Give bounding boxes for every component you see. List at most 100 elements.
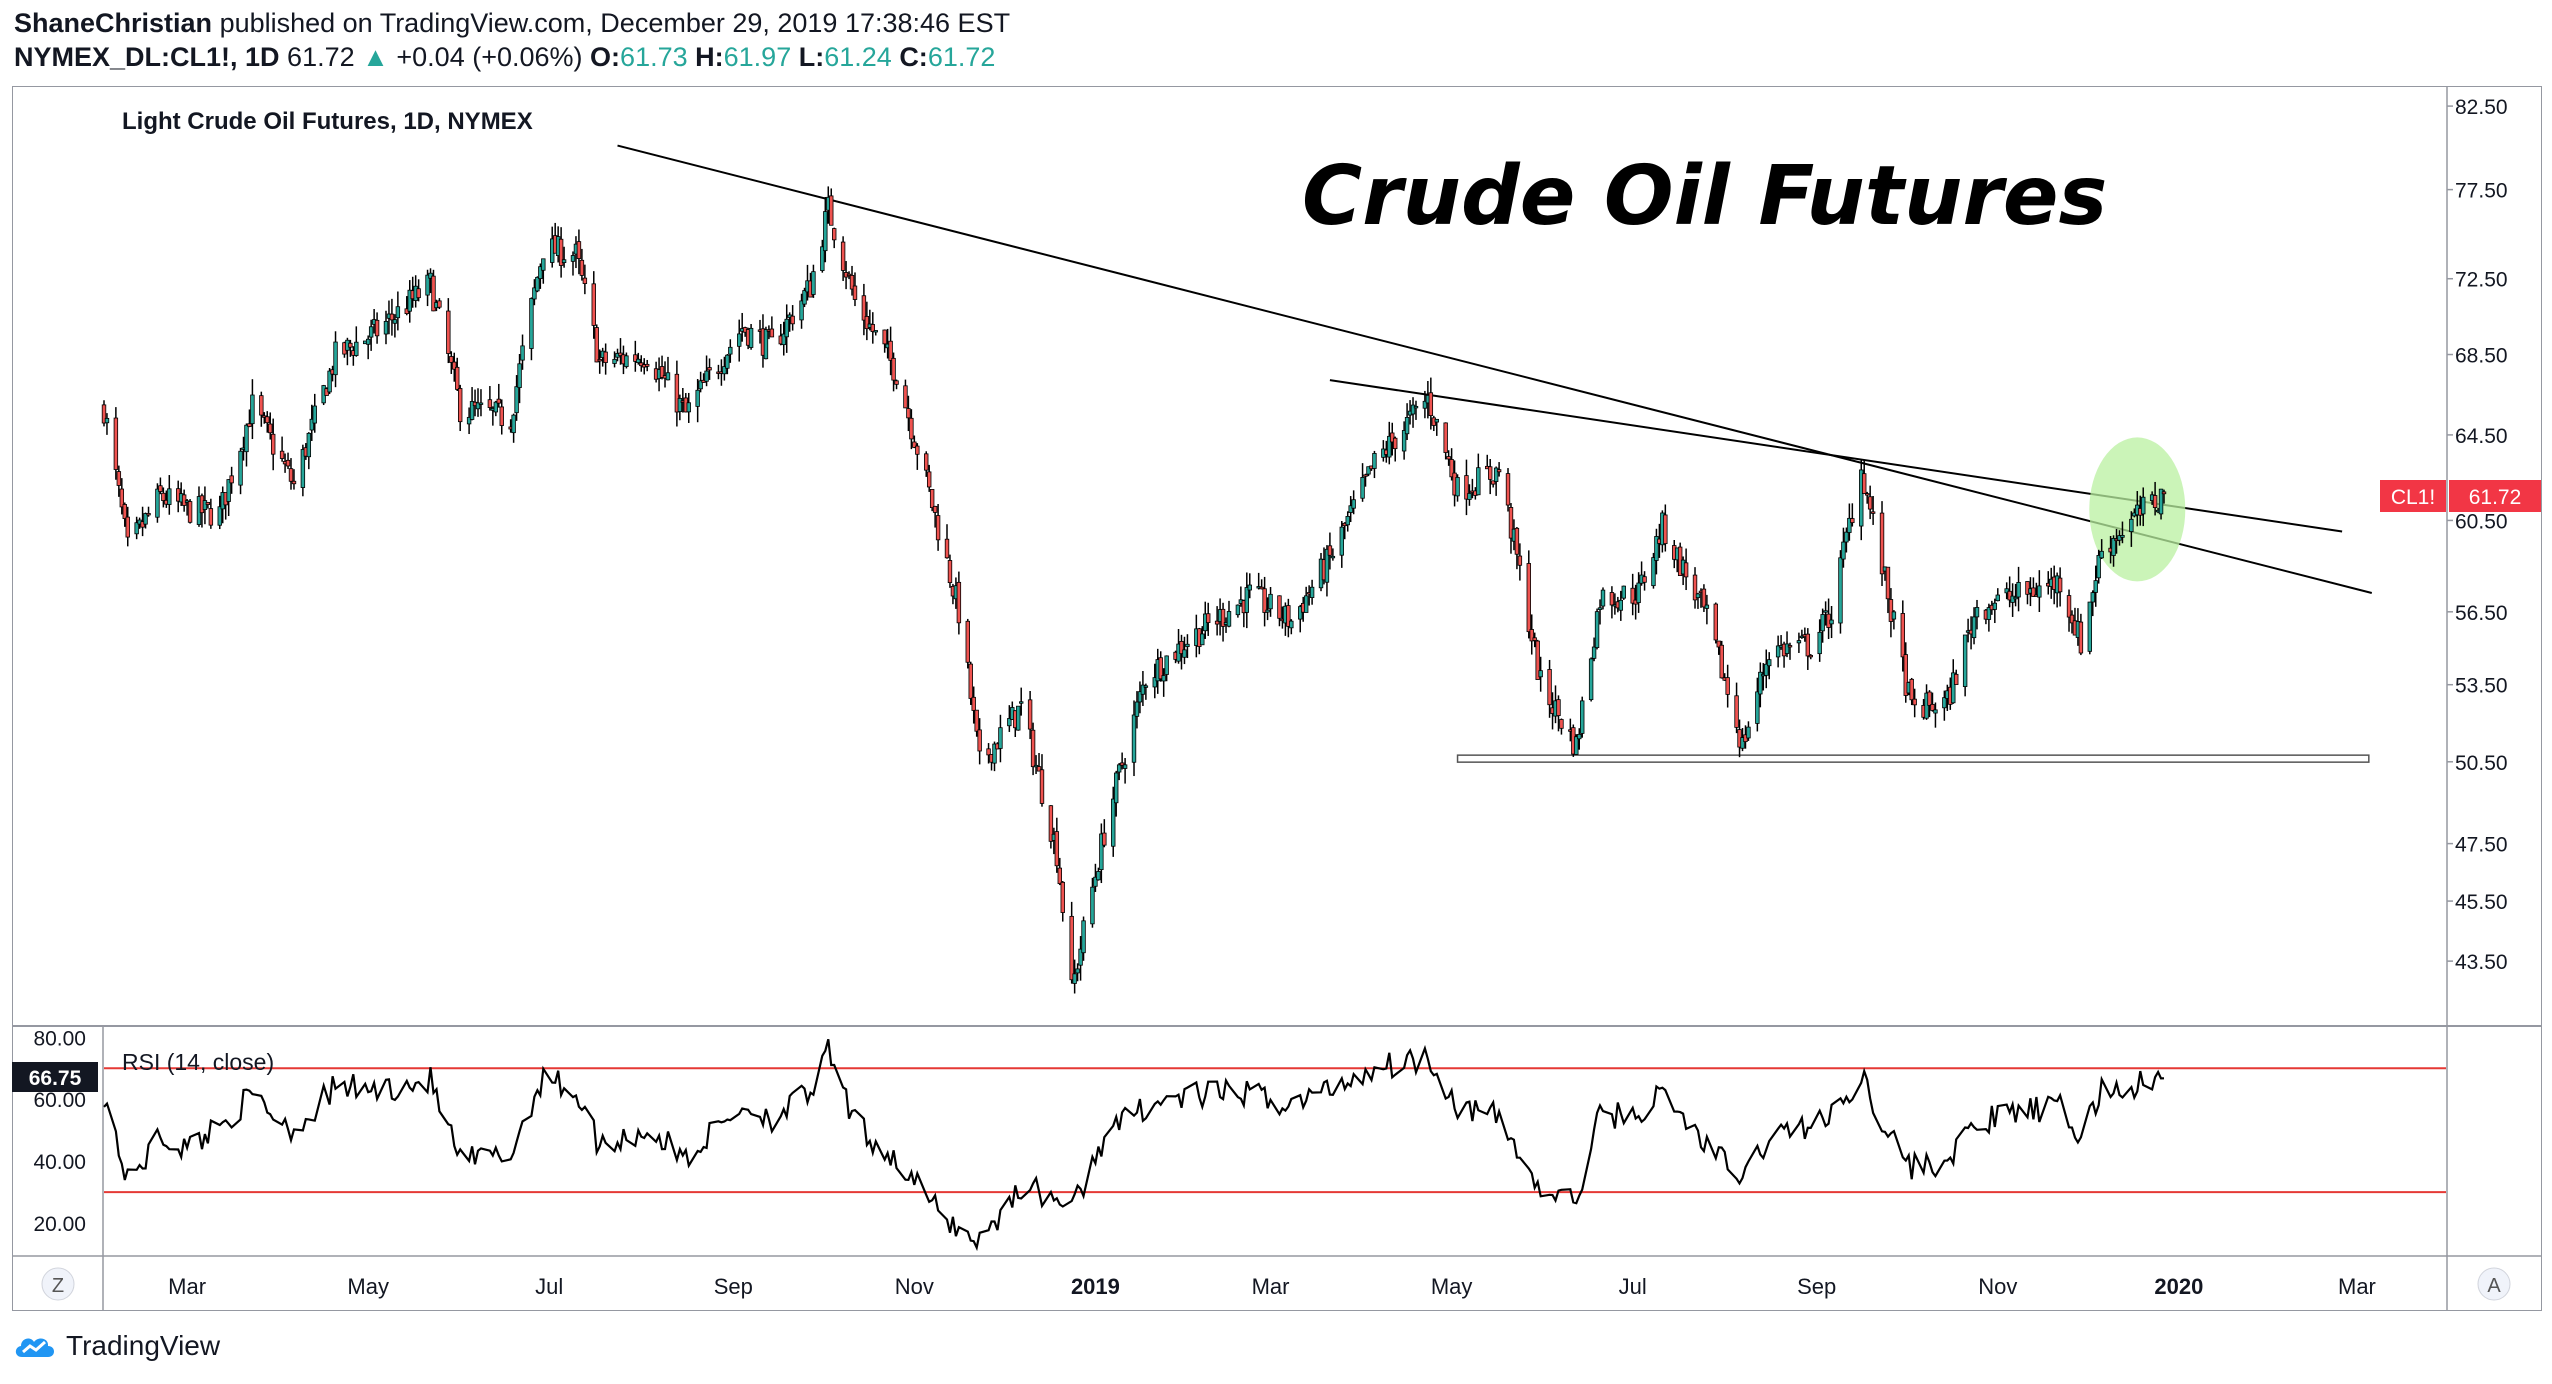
candle <box>576 229 582 275</box>
candle <box>1244 572 1250 629</box>
candle-body <box>1823 610 1828 613</box>
candle-body <box>1796 640 1802 644</box>
candle-body <box>1642 576 1647 583</box>
price-tick-label: 82.50 <box>2455 96 2508 119</box>
candle-body <box>561 259 567 264</box>
candle <box>977 718 982 765</box>
candle <box>2158 488 2164 520</box>
candle-body <box>1339 526 1344 556</box>
candle <box>1594 608 1600 650</box>
candle <box>306 432 312 470</box>
time-tick-label: Nov <box>1978 1274 2017 1299</box>
candle <box>1455 474 1460 502</box>
candle <box>1900 600 1905 672</box>
candle <box>1630 573 1635 616</box>
price-tick-label: 43.50 <box>2455 951 2508 974</box>
open-value: 61.73 <box>620 42 688 72</box>
candle-body <box>1036 766 1042 772</box>
candle-body <box>496 398 501 404</box>
candle-body <box>1268 593 1273 610</box>
candle-body <box>1951 672 1956 704</box>
candle <box>1912 688 1917 718</box>
candle <box>1767 652 1772 680</box>
candle-body <box>665 372 671 381</box>
candle-body <box>306 432 312 458</box>
candle <box>1962 634 1968 697</box>
candle-body <box>1930 704 1935 711</box>
candle <box>478 389 484 417</box>
high-label: H: <box>695 42 724 72</box>
price-axis[interactable]: 82.50 77.50 72.50 68.50 64.50 60.50 56.50 53.50… <box>2447 96 2508 974</box>
candle-body <box>493 401 499 413</box>
candle <box>1654 528 1659 575</box>
candle <box>1535 639 1540 680</box>
candle-body <box>1449 459 1454 478</box>
candle <box>1476 453 1481 496</box>
candle-body <box>511 414 516 434</box>
candle <box>1508 503 1514 554</box>
candle <box>1493 466 1499 496</box>
candle-body <box>469 401 475 420</box>
author-name[interactable]: ShaneChristian <box>14 8 213 38</box>
candle <box>202 486 208 525</box>
candle <box>374 312 380 344</box>
scale-button-right[interactable]: A <box>2477 1267 2511 1301</box>
last-price: 61.72 <box>287 42 355 72</box>
candle <box>1119 752 1125 770</box>
candle-body <box>1609 592 1615 606</box>
candle-body <box>1119 762 1125 766</box>
candle-body <box>674 373 680 413</box>
candle <box>2096 549 2101 584</box>
candle-body <box>1529 629 1534 642</box>
candle-body <box>1390 432 1395 443</box>
candle <box>1434 418 1439 436</box>
candle-body <box>1027 699 1033 730</box>
trendline[interactable] <box>1329 379 2343 533</box>
candle-body <box>1054 831 1060 867</box>
candle <box>1099 823 1104 884</box>
candle-body <box>1464 475 1469 500</box>
candle-body <box>365 338 371 345</box>
candle-body <box>1007 718 1012 727</box>
scale-button-left[interactable]: Z <box>41 1267 75 1301</box>
candle <box>1303 586 1309 613</box>
candle <box>1556 695 1561 732</box>
support-zone[interactable] <box>1456 754 2370 763</box>
candle <box>1390 422 1395 456</box>
candle-body <box>1903 654 1908 696</box>
rsi-axis[interactable]: 80.00 60.00 40.00 20.00 <box>33 1027 86 1236</box>
candle-body <box>327 370 332 393</box>
candle <box>268 412 273 440</box>
candle-body <box>259 395 264 416</box>
candle-body <box>873 330 878 333</box>
candle-body <box>158 485 163 492</box>
candle-body <box>870 324 875 333</box>
candle <box>1805 628 1811 670</box>
candle-body <box>1767 659 1772 667</box>
candle-body <box>1526 563 1531 633</box>
candle-body <box>1695 593 1701 599</box>
candle <box>612 351 617 368</box>
footer-brand[interactable]: TradingView <box>66 1330 221 1361</box>
candle <box>1992 598 1998 624</box>
candle <box>1057 857 1062 886</box>
trendline[interactable] <box>617 144 2373 594</box>
rsi-line <box>103 1039 2165 1252</box>
annotation-title[interactable]: Crude Oil Futures <box>1302 149 2107 244</box>
candle-body <box>1348 505 1353 513</box>
time-tick-label: Jul <box>535 1274 563 1299</box>
candle <box>300 444 306 497</box>
candle-body <box>998 727 1003 749</box>
candle-body <box>2087 601 2093 652</box>
candle <box>704 355 709 387</box>
candle-body <box>947 560 953 584</box>
candle <box>1363 473 1368 487</box>
candle-body <box>1630 587 1635 604</box>
time-axis[interactable]: Mar May Jul Sep Nov 2019 Mar May Jul Sep Nov 2020 Ma… <box>168 1274 2376 1299</box>
candle <box>1054 817 1060 873</box>
candle <box>1200 626 1205 646</box>
candle-body <box>2090 592 2095 603</box>
candle-body <box>909 417 914 440</box>
candle <box>1102 819 1107 848</box>
